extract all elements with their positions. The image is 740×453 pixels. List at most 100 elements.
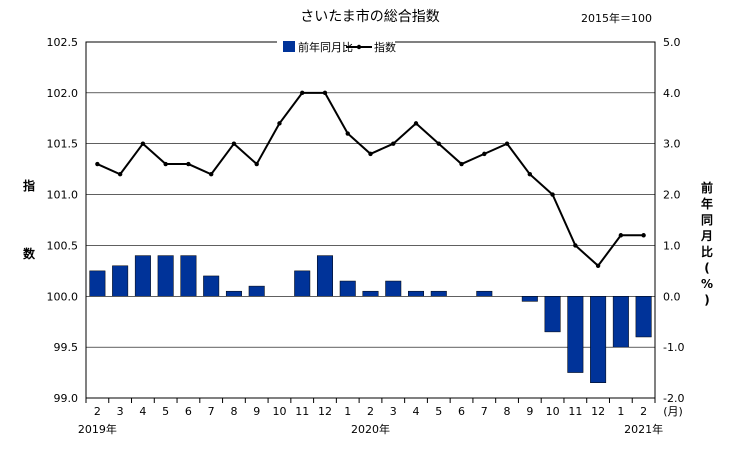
bar — [339, 280, 356, 297]
line-point — [208, 172, 214, 177]
legend-background — [277, 38, 395, 54]
x-tick-label: 4 — [139, 405, 146, 418]
x-tick-label: 9 — [526, 405, 533, 418]
year-label: 2020年 — [351, 422, 390, 436]
year-label: 2019年 — [78, 422, 117, 436]
bar — [635, 296, 652, 338]
bar — [521, 296, 538, 302]
line-point — [95, 161, 100, 167]
line-point — [550, 192, 555, 197]
y-left-tick-label: 100.5 — [47, 239, 79, 252]
x-tick-label: 9 — [253, 405, 260, 418]
y-right-tick-label: 2.0 — [663, 189, 681, 202]
line-point — [573, 243, 578, 248]
line-point — [231, 141, 237, 146]
legend-line-label: 指数 — [374, 40, 396, 54]
x-tick-label: 3 — [390, 405, 397, 418]
x-tick-label: 6 — [458, 405, 465, 418]
x-tick-label: 8 — [504, 405, 511, 418]
x-unit-label: (月) — [663, 405, 683, 418]
line-point — [163, 161, 168, 167]
line-series — [95, 90, 646, 268]
x-tick-label: 2 — [367, 405, 374, 418]
line-point — [345, 131, 350, 136]
x-tick-label: 1 — [344, 405, 351, 418]
line-point — [300, 90, 305, 96]
x-tick-label: 10 — [546, 405, 560, 418]
line-point — [618, 233, 624, 238]
legend-line-marker — [356, 44, 362, 50]
axes: 99.099.5100.0100.5101.0101.5102.0102.5-2… — [47, 36, 685, 436]
y-left-tick-label: 102.5 — [47, 36, 79, 49]
y-right-label-char: 月 — [700, 229, 713, 243]
bar — [180, 255, 197, 297]
y-right-label-char: 比 — [701, 244, 713, 259]
bar — [430, 290, 447, 297]
line-point — [391, 141, 396, 146]
x-tick-label: 11 — [568, 405, 582, 418]
x-tick-label: 6 — [185, 405, 192, 418]
y-left-tick-label: 102.0 — [47, 87, 79, 100]
year-label: 2021年 — [624, 422, 663, 436]
legend: 前年同月比 指数 — [277, 38, 396, 54]
y-right-label-char: ) — [704, 293, 709, 307]
legend-bar-label: 前年同月比 — [298, 40, 353, 54]
chart-subtitle: 2015年＝100 — [581, 11, 652, 25]
line-point — [436, 141, 441, 146]
bar — [476, 290, 493, 297]
line-point — [527, 172, 533, 177]
bar — [590, 296, 607, 383]
line-point — [186, 161, 191, 167]
y-left-tick-label: 100.0 — [47, 290, 79, 303]
bar — [544, 296, 561, 333]
y-left-tick-label: 99.0 — [54, 392, 79, 405]
y-right-tick-label: 3.0 — [663, 138, 681, 151]
bar — [89, 270, 106, 297]
x-tick-label: 1 — [617, 405, 624, 418]
x-tick-label: 4 — [413, 405, 420, 418]
y-right-tick-label: 1.0 — [663, 239, 681, 252]
bar — [203, 275, 220, 297]
x-tick-label: 10 — [272, 405, 286, 418]
bar — [385, 280, 402, 297]
x-tick-label: 2 — [640, 405, 647, 418]
line-point — [368, 151, 373, 157]
bar — [112, 265, 129, 297]
line-point — [482, 151, 487, 157]
bar — [225, 290, 242, 297]
x-tick-label: 5 — [162, 405, 169, 418]
line-point — [277, 121, 282, 126]
line-point — [322, 90, 328, 96]
bar — [408, 290, 425, 297]
index-line — [96, 91, 644, 268]
bar — [157, 255, 174, 297]
x-tick-label: 7 — [208, 405, 215, 418]
y-left-label-char: 指 — [23, 178, 35, 193]
bar — [248, 285, 265, 297]
bar — [134, 255, 151, 297]
y-left-label-char: 数 — [23, 246, 36, 261]
y-right-label-char: ( — [704, 261, 709, 275]
y-right-label-char: % — [701, 277, 713, 291]
y-right-tick-label: 5.0 — [663, 36, 681, 49]
line-point — [140, 141, 146, 146]
bar — [316, 255, 333, 297]
line-point — [413, 121, 419, 126]
line-point — [459, 161, 464, 167]
y-right-label: 前年同月比 (%) — [700, 180, 713, 307]
y-right-tick-label: -1.0 — [663, 341, 684, 354]
chart-title: さいたま市の総合指数 — [300, 8, 440, 25]
y-right-label-char: 同 — [701, 213, 713, 227]
x-tick-label: 2 — [94, 405, 101, 418]
x-tick-label: 7 — [481, 405, 488, 418]
y-right-label-char: 前 — [701, 180, 713, 195]
x-tick-label: 12 — [318, 405, 332, 418]
y-left-tick-label: 99.5 — [54, 341, 79, 354]
bar — [567, 296, 584, 373]
legend-bar-swatch — [283, 41, 295, 52]
line-point — [117, 172, 123, 177]
bar-series — [89, 255, 652, 383]
line-point — [504, 141, 510, 146]
bar — [612, 296, 629, 348]
